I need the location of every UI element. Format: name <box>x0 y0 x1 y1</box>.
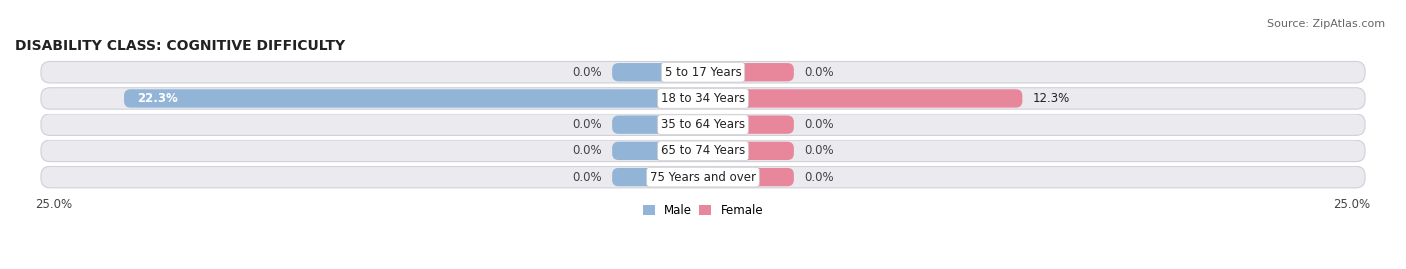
Text: 35 to 64 Years: 35 to 64 Years <box>661 118 745 131</box>
FancyBboxPatch shape <box>703 115 794 134</box>
Text: 0.0%: 0.0% <box>572 118 602 131</box>
FancyBboxPatch shape <box>612 168 703 186</box>
Text: 0.0%: 0.0% <box>572 66 602 79</box>
Text: DISABILITY CLASS: COGNITIVE DIFFICULTY: DISABILITY CLASS: COGNITIVE DIFFICULTY <box>15 38 344 52</box>
FancyBboxPatch shape <box>41 62 1365 83</box>
Text: 75 Years and over: 75 Years and over <box>650 171 756 183</box>
FancyBboxPatch shape <box>612 142 703 160</box>
FancyBboxPatch shape <box>612 115 703 134</box>
FancyBboxPatch shape <box>41 166 1365 188</box>
Text: Source: ZipAtlas.com: Source: ZipAtlas.com <box>1267 19 1385 29</box>
FancyBboxPatch shape <box>703 89 1022 108</box>
FancyBboxPatch shape <box>41 140 1365 162</box>
Text: 0.0%: 0.0% <box>804 171 834 183</box>
Text: 12.3%: 12.3% <box>1033 92 1070 105</box>
FancyBboxPatch shape <box>703 63 794 82</box>
FancyBboxPatch shape <box>124 89 703 108</box>
Text: 0.0%: 0.0% <box>804 66 834 79</box>
FancyBboxPatch shape <box>612 63 703 82</box>
Text: 22.3%: 22.3% <box>136 92 177 105</box>
FancyBboxPatch shape <box>703 168 794 186</box>
Legend: Male, Female: Male, Female <box>643 204 763 217</box>
Text: 0.0%: 0.0% <box>804 144 834 157</box>
Text: 18 to 34 Years: 18 to 34 Years <box>661 92 745 105</box>
FancyBboxPatch shape <box>41 88 1365 109</box>
Text: 0.0%: 0.0% <box>804 118 834 131</box>
Text: 0.0%: 0.0% <box>572 144 602 157</box>
Text: 0.0%: 0.0% <box>572 171 602 183</box>
Text: 65 to 74 Years: 65 to 74 Years <box>661 144 745 157</box>
FancyBboxPatch shape <box>703 142 794 160</box>
Text: 5 to 17 Years: 5 to 17 Years <box>665 66 741 79</box>
FancyBboxPatch shape <box>41 114 1365 135</box>
